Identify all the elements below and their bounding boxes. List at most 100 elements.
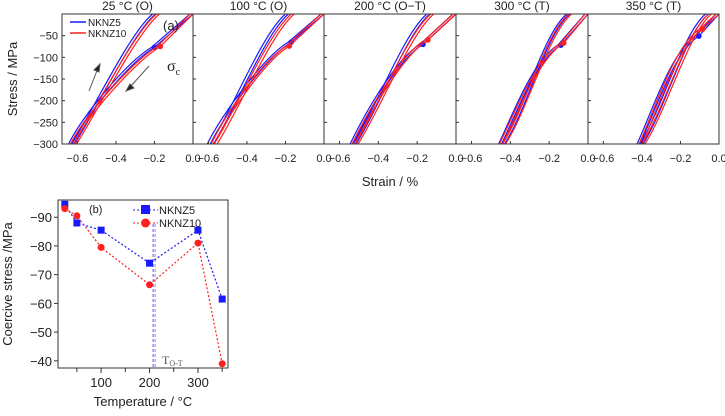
y-tick-label: −300: [33, 139, 58, 151]
y-tick-label: −70: [30, 268, 52, 283]
svg-text:σc: σc: [167, 58, 181, 78]
x-tick-label: 300: [187, 375, 209, 390]
y-tick-label: −40: [30, 354, 52, 369]
x-tick-label: −0.2: [538, 153, 560, 165]
panel-5: 350 °C (T) −0.6 −0.4 −0.2 0.0: [587, 0, 725, 165]
series-line-nknz5: [64, 203, 223, 300]
plot-frame: [57, 199, 229, 369]
x-tick-label: 200: [139, 375, 161, 390]
series-line-nknz10: [64, 208, 223, 364]
x-tick-label: −0.6: [329, 153, 351, 165]
unloading-curve-nknz10: [76, 14, 160, 144]
panel-title: 300 °C (T): [494, 0, 549, 13]
x-tick-label: −0.4: [499, 153, 521, 165]
t-ot-sub: O-T: [169, 359, 182, 368]
data-point-nknz5: [194, 226, 202, 234]
coercive-stress-plot: 100 200 300 −90 −80 −70 −60 −50 −40: [30, 199, 229, 390]
loading-curve-nknz10: [638, 14, 716, 144]
loading-curve-nknz10: [70, 14, 190, 144]
x-tick-label: 0.0: [316, 153, 331, 165]
unloading-curve-nknz10: [213, 14, 292, 144]
x-tick-label: −0.2: [670, 153, 692, 165]
loading-curve-nknz10: [210, 14, 321, 144]
arrow-down-head: [124, 83, 135, 92]
panel-a-xlabel: Strain / %: [362, 174, 419, 189]
t-ot-label: TO-T: [162, 353, 183, 368]
loading-curve-nknz10: [499, 14, 585, 144]
panel-title: 25 °C (O): [102, 0, 153, 13]
y-tick-label: −50: [30, 325, 52, 340]
data-point-nknz5: [97, 226, 105, 234]
loading-arrows: [88, 62, 150, 92]
panel-a-label: (a): [163, 18, 179, 33]
x-tick-label: 0.0: [185, 153, 200, 165]
x-tick-label: −0.6: [67, 153, 89, 165]
y-tick-label: −80: [30, 239, 52, 254]
panel-b-label: (b): [89, 204, 102, 216]
arrow-up: [88, 67, 99, 92]
x-tick-label: −0.2: [144, 153, 166, 165]
sigma-c-annotation: σc: [167, 58, 181, 78]
loading-curve-nknz5: [68, 14, 190, 144]
data-point-nknz10: [73, 212, 81, 220]
panel-2: 100 °C (O) −0.6 −0.4 −0.2 0.0: [192, 0, 332, 165]
x-tick-label: −0.6: [461, 153, 483, 165]
loading-curve-nknz5: [209, 14, 324, 144]
y-tick-label: −200: [33, 96, 58, 108]
unloading-curve-nknz10: [644, 14, 712, 144]
y-tick-label: −90: [30, 210, 52, 225]
legend-b-label-nknz10: NKNZ10: [159, 218, 201, 230]
legend-label-nknz10: NKNZ10: [88, 29, 127, 40]
x-tick-label: 0.0: [580, 153, 595, 165]
y-tick-label: −150: [33, 74, 58, 86]
unloading-curve-nknz5: [352, 14, 428, 144]
x-tick-label: −0.6: [198, 153, 220, 165]
x-tick-label: −0.4: [105, 153, 127, 165]
x-tick-label: −0.2: [406, 153, 428, 165]
data-point-nknz5: [218, 295, 226, 303]
x-tick-label: 100: [90, 375, 112, 390]
legend-b: NKNZ5 NKNZ10: [133, 205, 201, 230]
coercive-point-nknz10: [560, 40, 567, 46]
data-point-nknz5: [73, 219, 81, 227]
data-point-nknz5: [146, 259, 154, 267]
data-point-nknz5: [61, 200, 69, 208]
arrow-down: [129, 65, 150, 88]
data-point-nknz10: [194, 239, 202, 247]
sigma-subscript: c: [176, 67, 181, 78]
x-tick-label: −0.6: [593, 153, 615, 165]
x-tick-label: −0.4: [236, 153, 258, 165]
unloading-curve-nknz10: [354, 14, 432, 144]
x-tick-label: 0.0: [711, 153, 725, 165]
sigma-symbol: σ: [167, 58, 176, 75]
plot-frame: [192, 13, 325, 145]
loading-curve-nknz5: [639, 14, 719, 144]
legend-label-nknz5: NKNZ5: [88, 18, 121, 29]
unloading-curve-nknz10: [216, 14, 295, 144]
unloading-curve-nknz10: [641, 14, 709, 144]
unloading-curve-nknz10: [357, 14, 435, 144]
x-tick-label: −0.4: [631, 153, 653, 165]
y-tick-label: −250: [33, 117, 58, 129]
coercive-point-nknz10: [286, 43, 293, 49]
coercive-point-nknz10: [699, 26, 706, 32]
coercive-point-nknz10: [425, 37, 431, 43]
panel-4: 300 °C (T) −0.6 −0.4 −0.2 0.0: [455, 0, 596, 165]
loading-curve-nknz10: [213, 14, 324, 144]
x-tick-label: 0.0: [448, 153, 463, 165]
unloading-curve-nknz5: [504, 14, 571, 144]
panel-title: 200 °C (O−T): [354, 0, 426, 13]
data-point-nknz10: [218, 360, 226, 368]
data-point-nknz10: [61, 205, 69, 213]
panel-b-xlabel: Temperature / °C: [94, 394, 192, 409]
x-tick-label: −0.4: [367, 153, 389, 165]
loading-curve-nknz10: [351, 14, 453, 144]
legend-a: NKNZ5 NKNZ10: [70, 18, 127, 40]
legend-b-marker-nknz5: [141, 205, 150, 214]
loading-curve-nknz10: [354, 14, 456, 144]
panel-b-ylabel: Coercive stress /MPa: [0, 221, 15, 345]
loading-curve-nknz10: [641, 14, 719, 144]
legend-b-marker-nknz10: [141, 218, 150, 228]
y-tick-label: −60: [30, 296, 52, 311]
